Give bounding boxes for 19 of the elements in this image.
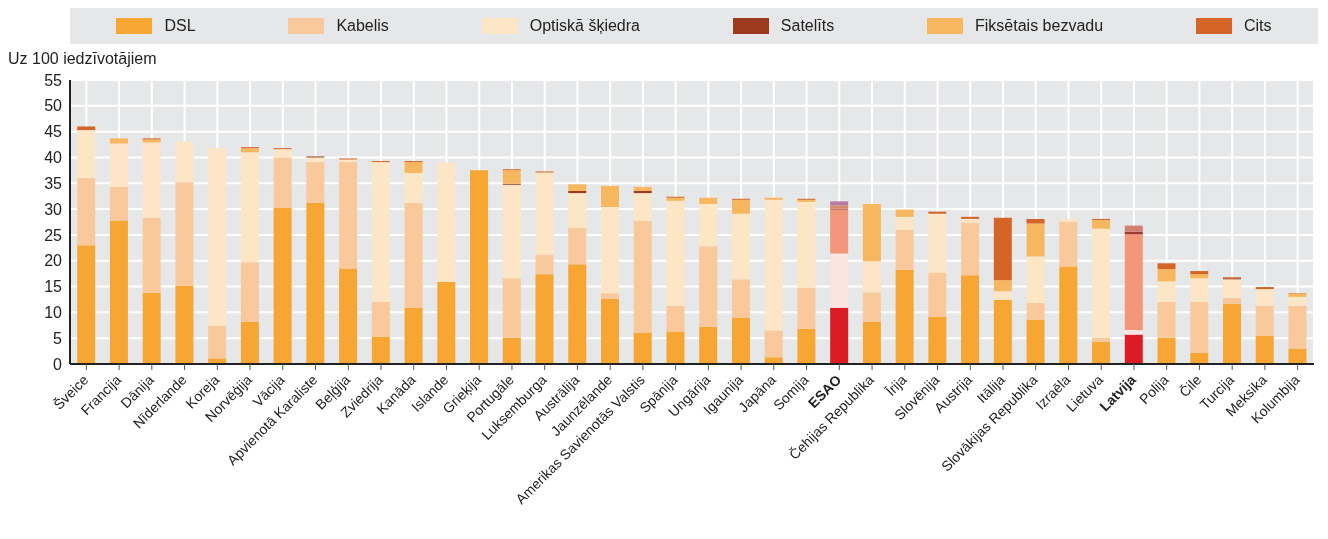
y-tick-label: 35 bbox=[44, 174, 63, 192]
legend-label: Kabelis bbox=[336, 17, 389, 35]
legend-label: Fiksētais bezvadu bbox=[975, 17, 1104, 35]
y-tick-label: 30 bbox=[44, 200, 63, 218]
y-tick-label: 0 bbox=[53, 355, 63, 373]
y-tick-label: 40 bbox=[44, 149, 63, 167]
y-tick-label: 5 bbox=[53, 329, 63, 347]
y-tick-label: 55 bbox=[44, 71, 63, 89]
y-tick-label: 20 bbox=[44, 252, 63, 270]
y-tick-label: 50 bbox=[44, 97, 63, 115]
legend-label: Cits bbox=[1243, 17, 1272, 35]
legend-label: Satelīts bbox=[780, 17, 835, 35]
legend-label: Optiskā šķiedra bbox=[529, 17, 640, 35]
y-tick-label: 45 bbox=[44, 123, 63, 141]
legend-label: DSL bbox=[164, 17, 196, 35]
y-tick-label: 15 bbox=[44, 278, 63, 296]
y-tick-label: 10 bbox=[44, 304, 63, 322]
y-tick-label: 25 bbox=[44, 226, 63, 244]
y-axis-title: Uz 100 iedzīvotājiem bbox=[8, 50, 157, 68]
